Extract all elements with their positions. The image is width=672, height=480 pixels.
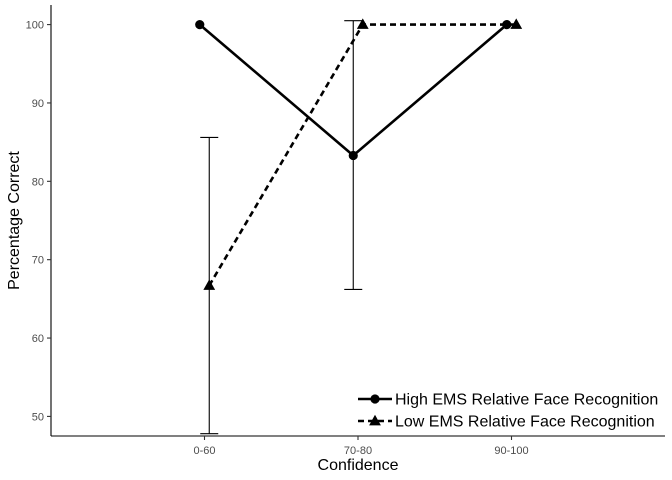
data-point [356, 18, 369, 29]
legend-marker [370, 394, 380, 404]
y-tick-label: 70 [32, 255, 44, 267]
legend-marker [369, 414, 381, 426]
x-axis-title: Confidence [318, 457, 399, 474]
series-high-ems [195, 19, 512, 291]
x-tick-label: 70-80 [344, 445, 372, 457]
legend: High EMS Relative Face Recognition Low EM… [358, 392, 658, 431]
data-point [195, 19, 205, 30]
data-point [510, 18, 523, 29]
data-point [502, 19, 512, 30]
y-tick-label: 100 [26, 20, 44, 32]
y-ticks: 50 60 70 80 90 100 [26, 20, 51, 423]
y-axis-title: Percentage Correct [6, 151, 23, 290]
y-tick-label: 80 [32, 176, 44, 188]
y-tick-label: 90 [32, 98, 44, 110]
x-ticks: 0-60 70-80 90-100 [193, 436, 529, 457]
series-line [208, 23, 517, 287]
x-tick-label: 0-60 [193, 445, 215, 457]
x-tick-label: 90-100 [494, 445, 528, 457]
legend-label: High EMS Relative Face Recognition [395, 392, 658, 409]
series-low-ems [200, 18, 523, 435]
legend-label: Low EMS Relative Face Recognition [395, 414, 655, 431]
legend-item: High EMS Relative Face Recognition [358, 392, 658, 409]
y-tick-label: 60 [32, 333, 44, 345]
axes: 50 60 70 80 90 100 0-60 70-80 90-100 Confidence… [6, 5, 665, 474]
series [195, 18, 523, 435]
data-point [203, 279, 216, 290]
legend-item: Low EMS Relative Face Recognition [358, 414, 655, 431]
data-point [348, 150, 358, 161]
y-tick-label: 50 [32, 411, 44, 423]
